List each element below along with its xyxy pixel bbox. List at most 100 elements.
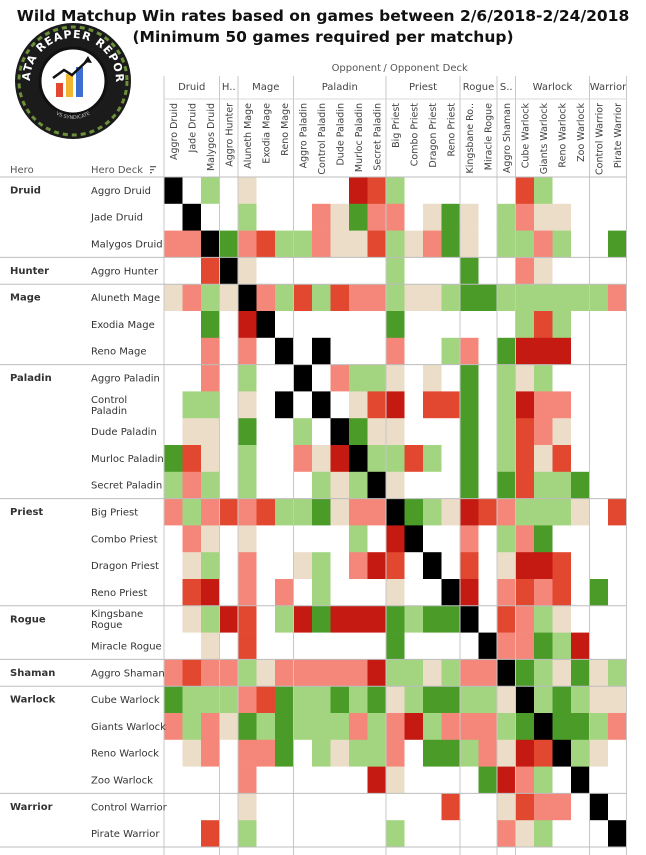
column-deck-label: Aluneth Mage	[243, 103, 254, 169]
heatmap-cell	[219, 739, 239, 767]
heatmap-cell	[367, 686, 387, 714]
heatmap-cell	[404, 418, 424, 446]
heatmap-cell	[460, 552, 479, 580]
heatmap-cell	[478, 391, 498, 419]
heatmap-cell	[441, 311, 461, 339]
heatmap-cell	[201, 632, 220, 660]
heatmap-cell	[534, 605, 553, 633]
heatmap-cell	[275, 364, 294, 392]
heatmap-cell	[256, 552, 276, 580]
heatmap-cell	[256, 177, 276, 205]
heatmap-cell	[423, 418, 442, 446]
heatmap-cell	[312, 605, 331, 633]
heatmap-cell	[552, 311, 572, 339]
heatmap-cell	[386, 713, 405, 741]
heatmap-cell	[219, 552, 239, 580]
heatmap-cell	[571, 177, 590, 205]
heatmap-cell	[534, 418, 553, 446]
heatmap-cell	[589, 337, 609, 365]
heatmap-cell	[256, 471, 276, 499]
heatmap-cell	[552, 284, 572, 312]
column-deck-label: Dragon Priest	[428, 103, 439, 168]
heatmap-cell	[367, 525, 387, 553]
heatmap-cell	[256, 445, 276, 473]
heatmap-cell	[256, 525, 276, 553]
heatmap-cell	[404, 632, 424, 660]
heatmap-cell	[275, 498, 294, 526]
heatmap-cell	[608, 498, 627, 526]
heatmap-cell	[552, 766, 572, 794]
row-deck-label: Aluneth Mage	[91, 293, 160, 304]
heatmap-cell	[571, 418, 590, 446]
heatmap-cell	[608, 471, 627, 499]
row-group-label: Mage	[10, 293, 41, 304]
heatmap-cell	[571, 739, 590, 767]
heatmap-cell	[460, 230, 479, 258]
heatmap-cell	[219, 793, 239, 821]
heatmap-cell	[367, 391, 387, 419]
heatmap-cell	[367, 820, 387, 848]
heatmap-cell	[367, 632, 387, 660]
heatmap-cell	[201, 525, 220, 553]
heatmap-cell	[497, 471, 516, 499]
heatmap-cell	[404, 552, 424, 580]
heatmap-cell	[589, 471, 609, 499]
heatmap-cell	[571, 605, 590, 633]
heatmap-cell	[423, 337, 442, 365]
column-deck-label: Aggro Shaman	[502, 103, 513, 173]
column-deck-label: Aggro Paladin	[298, 103, 309, 168]
heatmap-cell	[293, 418, 313, 446]
heatmap-cell	[552, 525, 572, 553]
heatmap-cell	[219, 766, 239, 794]
column-deck-label: Dude Paladin	[335, 103, 346, 166]
heatmap-cell	[497, 177, 516, 205]
heatmap-cell	[589, 525, 609, 553]
heatmap-cell	[256, 230, 276, 258]
heatmap-cell	[608, 230, 627, 258]
heatmap-cell	[515, 713, 535, 741]
row-deck-label: Zoo Warlock	[91, 776, 153, 787]
heatmap-cell	[201, 257, 220, 285]
heatmap-cell	[552, 177, 572, 205]
heatmap-cell	[201, 311, 220, 339]
heatmap-cell	[423, 364, 442, 392]
heatmap-cell	[219, 230, 239, 258]
heatmap-cell	[589, 311, 609, 339]
heatmap-cell	[589, 445, 609, 473]
heatmap-cell	[293, 364, 313, 392]
heatmap-cell	[497, 659, 516, 687]
row-group-label: Hunter	[10, 266, 49, 277]
heatmap-cell	[256, 713, 276, 741]
heatmap-cell	[478, 203, 498, 231]
heatmap-cell	[349, 659, 368, 687]
heatmap-cell	[219, 632, 239, 660]
heatmap-cell	[552, 686, 572, 714]
heatmap-cell	[497, 820, 516, 848]
heatmap-cell	[238, 793, 257, 821]
heatmap-cell	[330, 445, 350, 473]
heatmap-cell	[515, 230, 535, 258]
row-deck-label: Control Warrior	[91, 802, 168, 813]
heatmap-cell	[404, 284, 424, 312]
heatmap-cell	[164, 579, 183, 607]
heatmap-cell	[275, 686, 294, 714]
heatmap-cell	[312, 498, 331, 526]
heatmap-cell	[478, 605, 498, 633]
heatmap-cell	[201, 230, 220, 258]
heatmap-cell	[589, 391, 609, 419]
heatmap-cell	[423, 311, 442, 339]
heatmap-cell	[312, 445, 331, 473]
heatmap-cell	[367, 284, 387, 312]
heatmap-cell	[293, 552, 313, 580]
heatmap-cell	[330, 203, 350, 231]
heatmap-cell	[164, 284, 183, 312]
heatmap-cell	[460, 203, 479, 231]
heatmap-cell	[293, 203, 313, 231]
heatmap-cell	[515, 686, 535, 714]
row-group-label: Warlock	[10, 695, 56, 706]
heatmap-cell	[219, 177, 239, 205]
heatmap-cell	[164, 820, 183, 848]
heatmap-cell	[608, 364, 627, 392]
heatmap-cell	[552, 632, 572, 660]
heatmap-cell	[219, 284, 239, 312]
